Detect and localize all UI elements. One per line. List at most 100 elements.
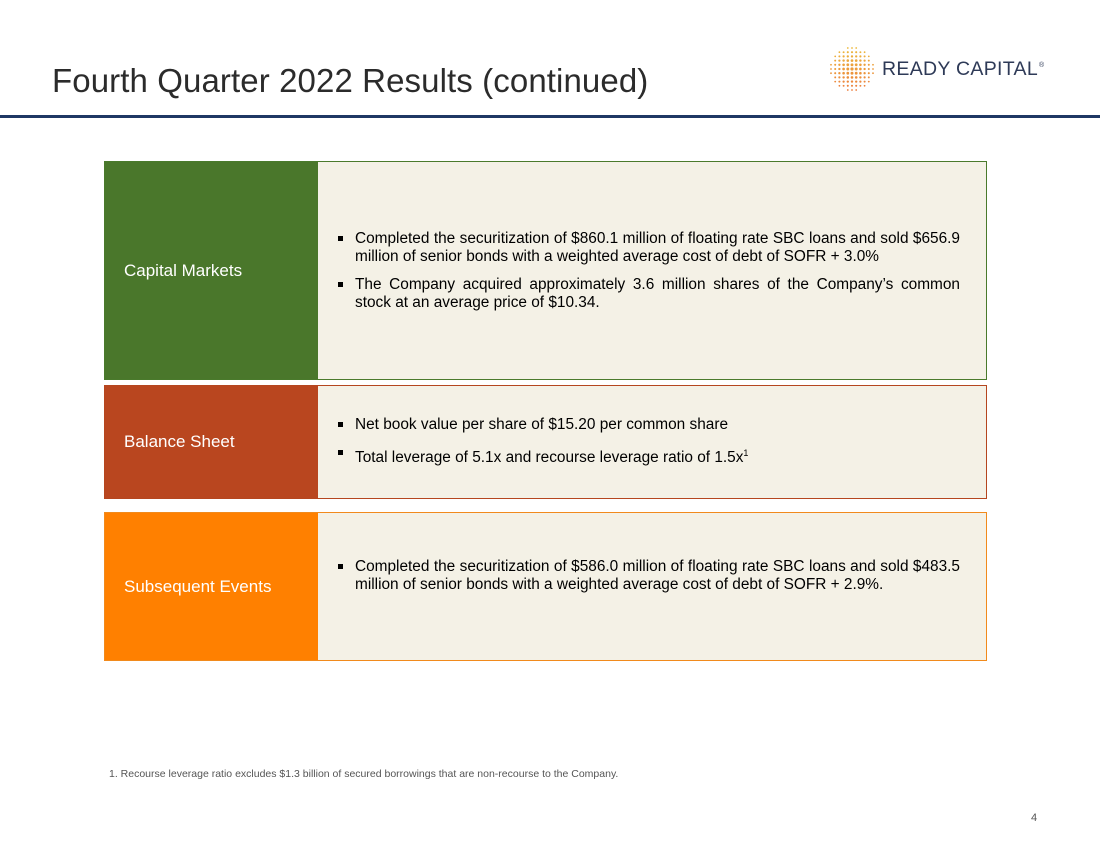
footnote: 1. Recourse leverage ratio excludes $1.3… xyxy=(109,768,619,780)
logo-dot xyxy=(863,84,866,87)
logo-dot xyxy=(842,76,845,79)
logo-dot xyxy=(855,47,858,49)
logo-dot xyxy=(830,63,832,66)
bullet-text: Net book value per share of $15.20 per c… xyxy=(355,416,729,434)
logo-dot xyxy=(846,47,849,49)
page-number: 4 xyxy=(1031,812,1038,824)
logo-dot xyxy=(850,55,854,58)
logo-dot xyxy=(846,89,849,91)
logo-wordmark: READY CAPITAL xyxy=(882,57,1038,80)
logo-dot xyxy=(859,67,862,71)
company-logo: READY CAPITAL® xyxy=(829,45,1059,93)
logo-dot xyxy=(846,67,850,71)
logo-dot xyxy=(859,80,862,83)
logo-dot xyxy=(850,71,854,75)
logo-dot xyxy=(838,72,841,75)
logo-dot xyxy=(855,89,858,91)
logo-dot xyxy=(863,63,866,66)
logo-dot xyxy=(838,51,841,54)
logo-dot xyxy=(830,72,832,75)
logo-dot xyxy=(842,67,845,71)
logo-dot xyxy=(867,76,870,79)
logo-dot xyxy=(846,71,850,75)
logo-dot xyxy=(867,72,870,75)
logo-dot xyxy=(846,55,849,58)
logo-dot xyxy=(842,55,845,58)
logo-dot xyxy=(838,67,841,71)
logo-dot xyxy=(842,80,845,83)
capital-markets-section: Capital Markets Completed the securitiza… xyxy=(104,161,987,380)
logo-dot xyxy=(854,63,858,67)
logo-dot xyxy=(859,71,862,75)
logo-dot xyxy=(838,55,841,58)
list-item: Completed the securitization of $586.0 m… xyxy=(338,558,960,594)
logo-dot xyxy=(863,55,866,58)
logo-dot xyxy=(855,84,858,87)
logo-dot xyxy=(851,47,853,49)
logo-dot xyxy=(838,63,841,66)
logo-dot xyxy=(842,59,845,62)
logo-dot xyxy=(872,72,874,75)
logo-dot xyxy=(863,67,866,71)
logo-dot xyxy=(834,67,837,71)
bullet-text: Completed the securitization of $860.1 m… xyxy=(355,229,960,265)
square-bullet-icon xyxy=(338,281,343,287)
logo-dot xyxy=(872,63,874,66)
bullet-text: The Company acquired approximately 3.6 m… xyxy=(355,275,960,311)
section-label: Capital Markets xyxy=(105,162,318,379)
dot-globe-icon xyxy=(830,47,874,91)
list-item: Completed the securitization of $860.1 m… xyxy=(338,230,960,266)
subsequent-events-section: Subsequent Events Completed the securiti… xyxy=(104,512,987,661)
square-bullet-icon xyxy=(338,450,343,456)
logo-dot xyxy=(855,51,858,54)
logo-dot xyxy=(842,63,845,67)
logo-dot xyxy=(846,84,849,87)
logo-dot xyxy=(846,63,850,67)
logo-dot xyxy=(846,76,850,79)
section-label: Balance Sheet xyxy=(105,386,318,498)
logo-dot xyxy=(838,76,841,79)
logo-dot xyxy=(851,89,853,91)
section-body: Completed the securitization of $860.1 m… xyxy=(318,162,986,379)
bullet-list: Completed the securitization of $586.0 m… xyxy=(338,558,960,594)
square-bullet-icon xyxy=(338,235,343,241)
logo-dot xyxy=(855,55,858,58)
balance-sheet-section: Balance Sheet Net book value per share o… xyxy=(104,385,987,499)
logo-dot xyxy=(867,63,870,66)
logo-dot xyxy=(867,80,870,83)
logo-dot xyxy=(834,72,837,75)
logo-dot xyxy=(850,59,854,62)
logo-dot xyxy=(830,68,832,70)
logo-dot xyxy=(838,59,841,62)
logo-dot xyxy=(834,76,837,79)
logo-dot xyxy=(834,80,837,83)
logo-dot xyxy=(859,63,862,67)
list-item: Net book value per share of $15.20 per c… xyxy=(338,416,960,434)
logo-dot xyxy=(850,80,854,83)
logo-dot xyxy=(846,51,849,54)
logo-dot xyxy=(859,51,862,54)
logo-dot xyxy=(850,51,854,54)
logo-dot xyxy=(850,84,854,87)
logo-dot xyxy=(850,63,854,67)
bullet-list: Completed the securitization of $860.1 m… xyxy=(338,230,960,312)
logo-dot xyxy=(850,76,854,79)
logo-text: READY CAPITAL® xyxy=(882,58,1044,81)
logo-dot xyxy=(850,67,854,71)
logo-dot xyxy=(842,84,845,87)
logo-dot xyxy=(863,59,866,62)
list-item: The Company acquired approximately 3.6 m… xyxy=(338,276,960,312)
logo-dot xyxy=(842,51,845,54)
section-body: Net book value per share of $15.20 per c… xyxy=(318,386,986,498)
footnote-reference: 1 xyxy=(743,448,749,459)
logo-dot xyxy=(863,72,866,75)
bullet-text: Completed the securitization of $586.0 m… xyxy=(355,557,960,593)
logo-dot xyxy=(859,59,862,62)
logo-dot xyxy=(854,71,858,75)
section-body: Completed the securitization of $586.0 m… xyxy=(318,513,986,660)
logo-dot xyxy=(863,76,866,79)
logo-dot xyxy=(859,76,862,79)
bullet-text: Total leverage of 5.1x and recourse leve… xyxy=(355,449,744,467)
section-label: Subsequent Events xyxy=(105,513,318,660)
logo-dot xyxy=(855,80,858,83)
